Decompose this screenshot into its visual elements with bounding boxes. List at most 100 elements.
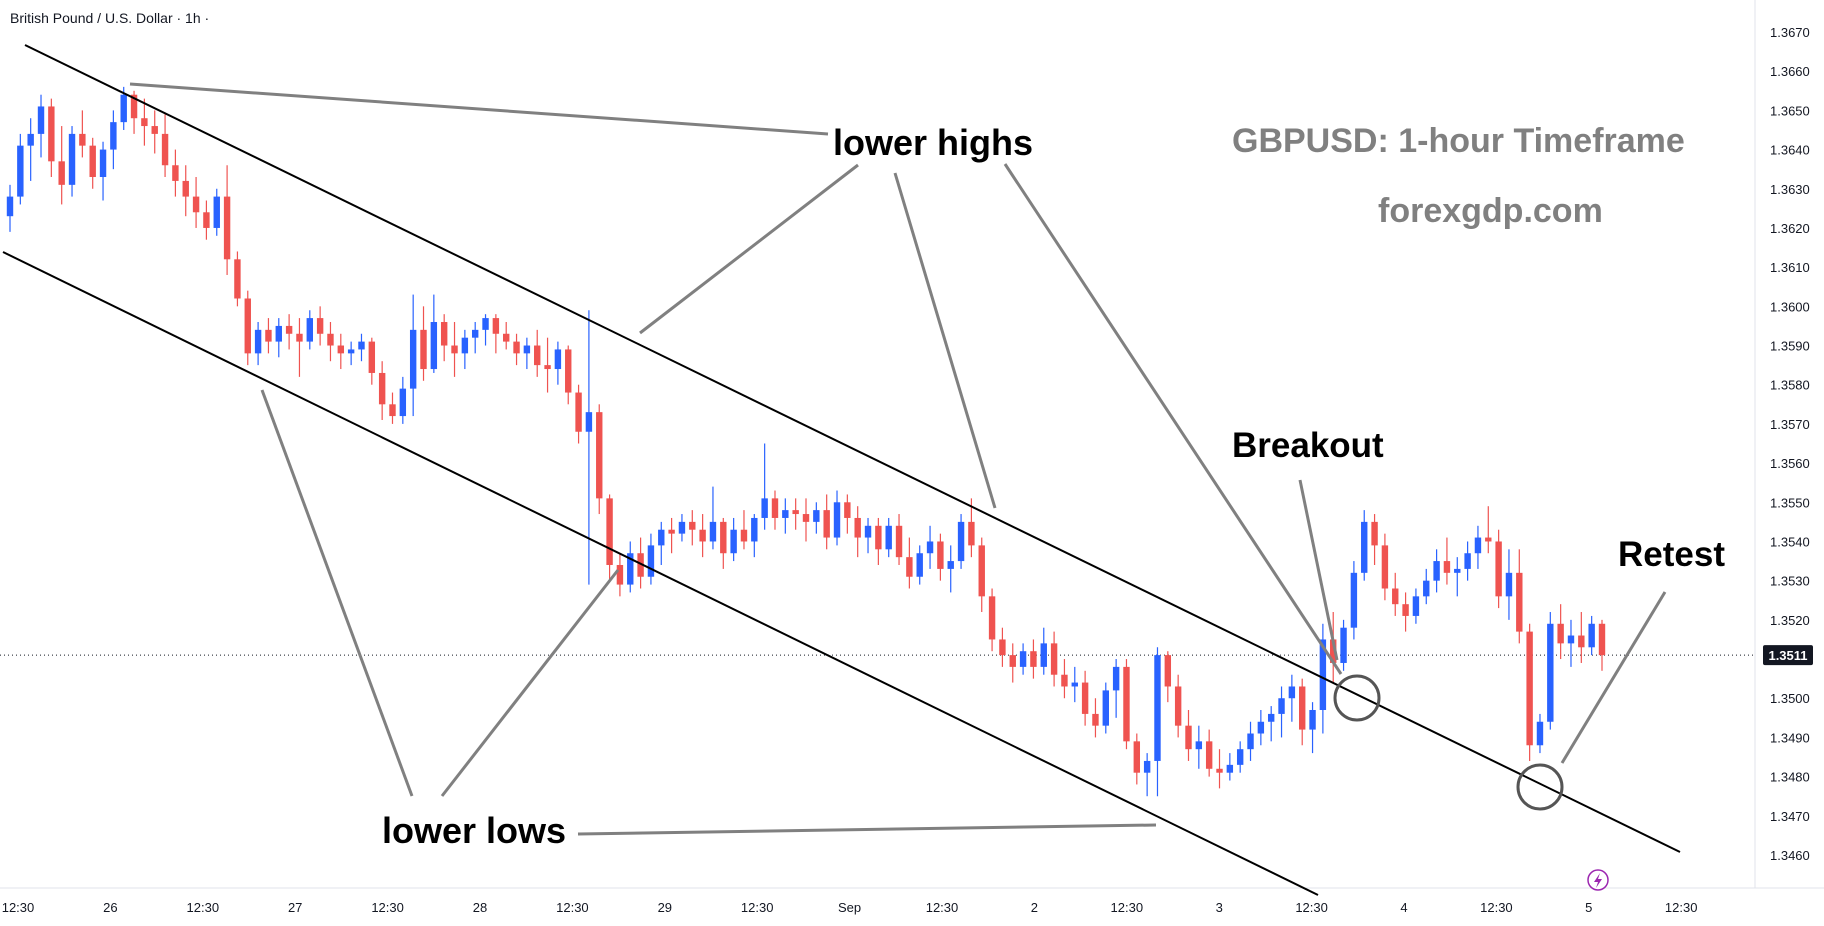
- candle-down: [389, 404, 396, 417]
- candle-up: [1278, 698, 1285, 714]
- candle-down: [1123, 666, 1130, 742]
- candle-down: [1133, 741, 1141, 773]
- candle-up: [213, 196, 220, 228]
- candle-down: [854, 517, 861, 538]
- candle-up: [709, 521, 717, 542]
- retest-circle: [1516, 763, 1564, 811]
- time-tick-label: 12:30: [1480, 900, 1513, 915]
- candle-down: [265, 329, 272, 342]
- candle-up: [1588, 623, 1595, 648]
- retest-label: Retest: [1618, 535, 1725, 574]
- candle-down: [699, 529, 706, 542]
- candle-down: [1485, 537, 1492, 542]
- candle-down: [296, 333, 303, 342]
- candle-down: [1164, 655, 1172, 687]
- candle-down: [1216, 768, 1223, 773]
- candle-down: [141, 118, 148, 127]
- lower-lows-line-3: [577, 823, 1157, 836]
- lightning-icon[interactable]: [1587, 869, 1609, 891]
- candle-down: [1598, 623, 1606, 656]
- candle-down: [337, 345, 345, 354]
- candle-down: [575, 392, 582, 432]
- price-tick-label: 1.3570: [1770, 417, 1810, 432]
- candle-down: [48, 106, 55, 162]
- candle-down: [1557, 623, 1564, 644]
- candle-down: [1205, 741, 1213, 769]
- time-tick-label: 29: [658, 900, 672, 915]
- candle-down: [1299, 686, 1306, 730]
- heading-label: GBPUSD: 1-hour Timeframe: [1232, 122, 1685, 160]
- candle-down: [1092, 713, 1099, 726]
- candle-up: [1361, 521, 1368, 573]
- candle-up: [110, 122, 117, 150]
- candle-up: [813, 510, 820, 522]
- candle-down: [223, 196, 231, 260]
- candle-down: [596, 412, 603, 499]
- candle-up: [409, 329, 417, 389]
- candles-group: [6, 86, 1606, 797]
- candle-up: [1319, 639, 1327, 710]
- time-tick-label: Sep: [838, 900, 861, 915]
- current-price-label: 1.3511: [1768, 648, 1807, 663]
- time-tick-label: 3: [1216, 900, 1223, 915]
- candle-up: [1412, 596, 1420, 616]
- candle-down: [844, 502, 851, 518]
- candle-down: [988, 596, 996, 640]
- candle-up: [585, 412, 593, 432]
- symbol-title[interactable]: British Pound / U.S. Dollar · 1h ·: [10, 10, 209, 26]
- lower-channel-line: [2, 251, 1319, 896]
- candle-down: [1009, 655, 1016, 667]
- candle-up: [17, 145, 24, 197]
- candle-down: [875, 525, 882, 550]
- candle-down: [720, 521, 727, 554]
- candle-up: [347, 349, 355, 354]
- candle-up: [1340, 627, 1347, 663]
- candle-up: [1464, 553, 1471, 569]
- candle-up: [1154, 655, 1161, 761]
- candle-up: [37, 106, 45, 134]
- price-tick-label: 1.3650: [1770, 103, 1810, 118]
- candle-up: [1547, 623, 1554, 722]
- candle-up: [751, 517, 758, 542]
- candle-down: [1516, 572, 1523, 632]
- time-tick-label: 12:30: [1665, 900, 1698, 915]
- candle-up: [1350, 572, 1358, 628]
- candle-up: [1102, 690, 1109, 726]
- candle-down: [937, 541, 944, 569]
- current-price-tag: 1.3511: [1763, 645, 1813, 666]
- price-tick-label: 1.3620: [1770, 221, 1810, 236]
- breakout-line: [1298, 479, 1339, 661]
- candle-up: [761, 498, 768, 518]
- candle-down: [192, 196, 200, 213]
- candle-down: [802, 514, 810, 522]
- time-axis[interactable]: 12:30 26 12:30 27 12:30 28 12:30 29 12:30 Sep 12:3…: [2, 900, 1698, 915]
- breakout-label: Breakout: [1232, 426, 1384, 465]
- time-tick-label: 12:30: [741, 900, 774, 915]
- time-tick-label: 28: [473, 900, 487, 915]
- candle-down: [151, 126, 158, 134]
- retest-line: [1560, 591, 1667, 764]
- lower-highs-line-2: [639, 163, 859, 335]
- candle-down: [740, 529, 748, 542]
- price-tick-label: 1.3590: [1770, 339, 1810, 354]
- candle-down: [451, 345, 458, 354]
- candle-up: [885, 525, 892, 550]
- candle-down: [544, 365, 551, 370]
- candle-down: [203, 212, 210, 228]
- time-tick-label: 4: [1400, 900, 1407, 915]
- candle-up: [1505, 572, 1513, 597]
- candle-down: [234, 259, 241, 299]
- candle-up: [482, 318, 489, 330]
- price-tick-label: 1.3660: [1770, 64, 1810, 79]
- candle-up: [1536, 721, 1544, 746]
- candle-down: [1526, 631, 1533, 746]
- candle-down: [172, 165, 179, 181]
- candle-up: [1454, 568, 1461, 573]
- candle-up: [730, 529, 737, 554]
- candle-up: [1257, 721, 1265, 734]
- candle-down: [637, 553, 644, 577]
- time-tick-label: 26: [103, 900, 117, 915]
- candle-down: [420, 329, 427, 370]
- site-label: forexgdp.com: [1378, 192, 1603, 230]
